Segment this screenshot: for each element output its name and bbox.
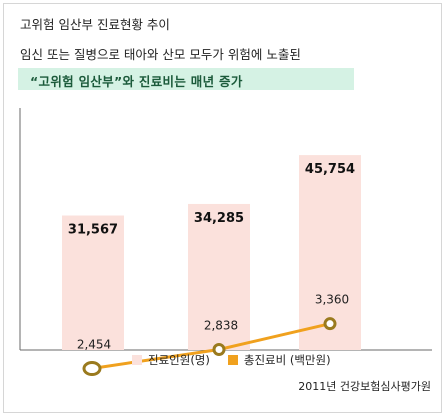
bar-value-label-1: 31,567 <box>68 223 118 238</box>
legend-bar-label: 진료인원(명) <box>148 353 210 367</box>
line-value-label-1: 2,454 <box>77 338 111 352</box>
bar-1 <box>62 215 124 350</box>
line-point-1 <box>82 361 102 377</box>
line-value-label-2: 2,838 <box>204 319 238 333</box>
highlight-text: “고위험 임산부”와 진료비는 매년 증가 <box>30 74 243 89</box>
chart-legend: 진료인원(명) 총진료비 (백만원) <box>132 352 331 368</box>
bar-value-label-2: 34,285 <box>194 211 244 226</box>
legend-line-swatch <box>227 355 238 365</box>
bar-2 <box>188 203 250 350</box>
bar-value-label-3: 45,754 <box>305 162 355 177</box>
line-point-3 <box>323 317 337 331</box>
legend-line-label: 총진료비 (백만원) <box>243 353 331 367</box>
legend-bar-swatch <box>132 355 142 365</box>
line-point-2 <box>212 343 226 357</box>
chart-title: 고위험 임산부 진료현황 추이 <box>20 17 170 32</box>
line-value-label-3: 3,360 <box>315 293 349 307</box>
chart-subtitle: 임신 또는 질병으로 태아와 산모 모두가 위험에 노출된 <box>20 47 301 62</box>
source-note: 2011년 건강보험심사평가원 <box>298 380 431 393</box>
highlight-banner: “고위험 임산부”와 진료비는 매년 증가 <box>18 68 354 90</box>
